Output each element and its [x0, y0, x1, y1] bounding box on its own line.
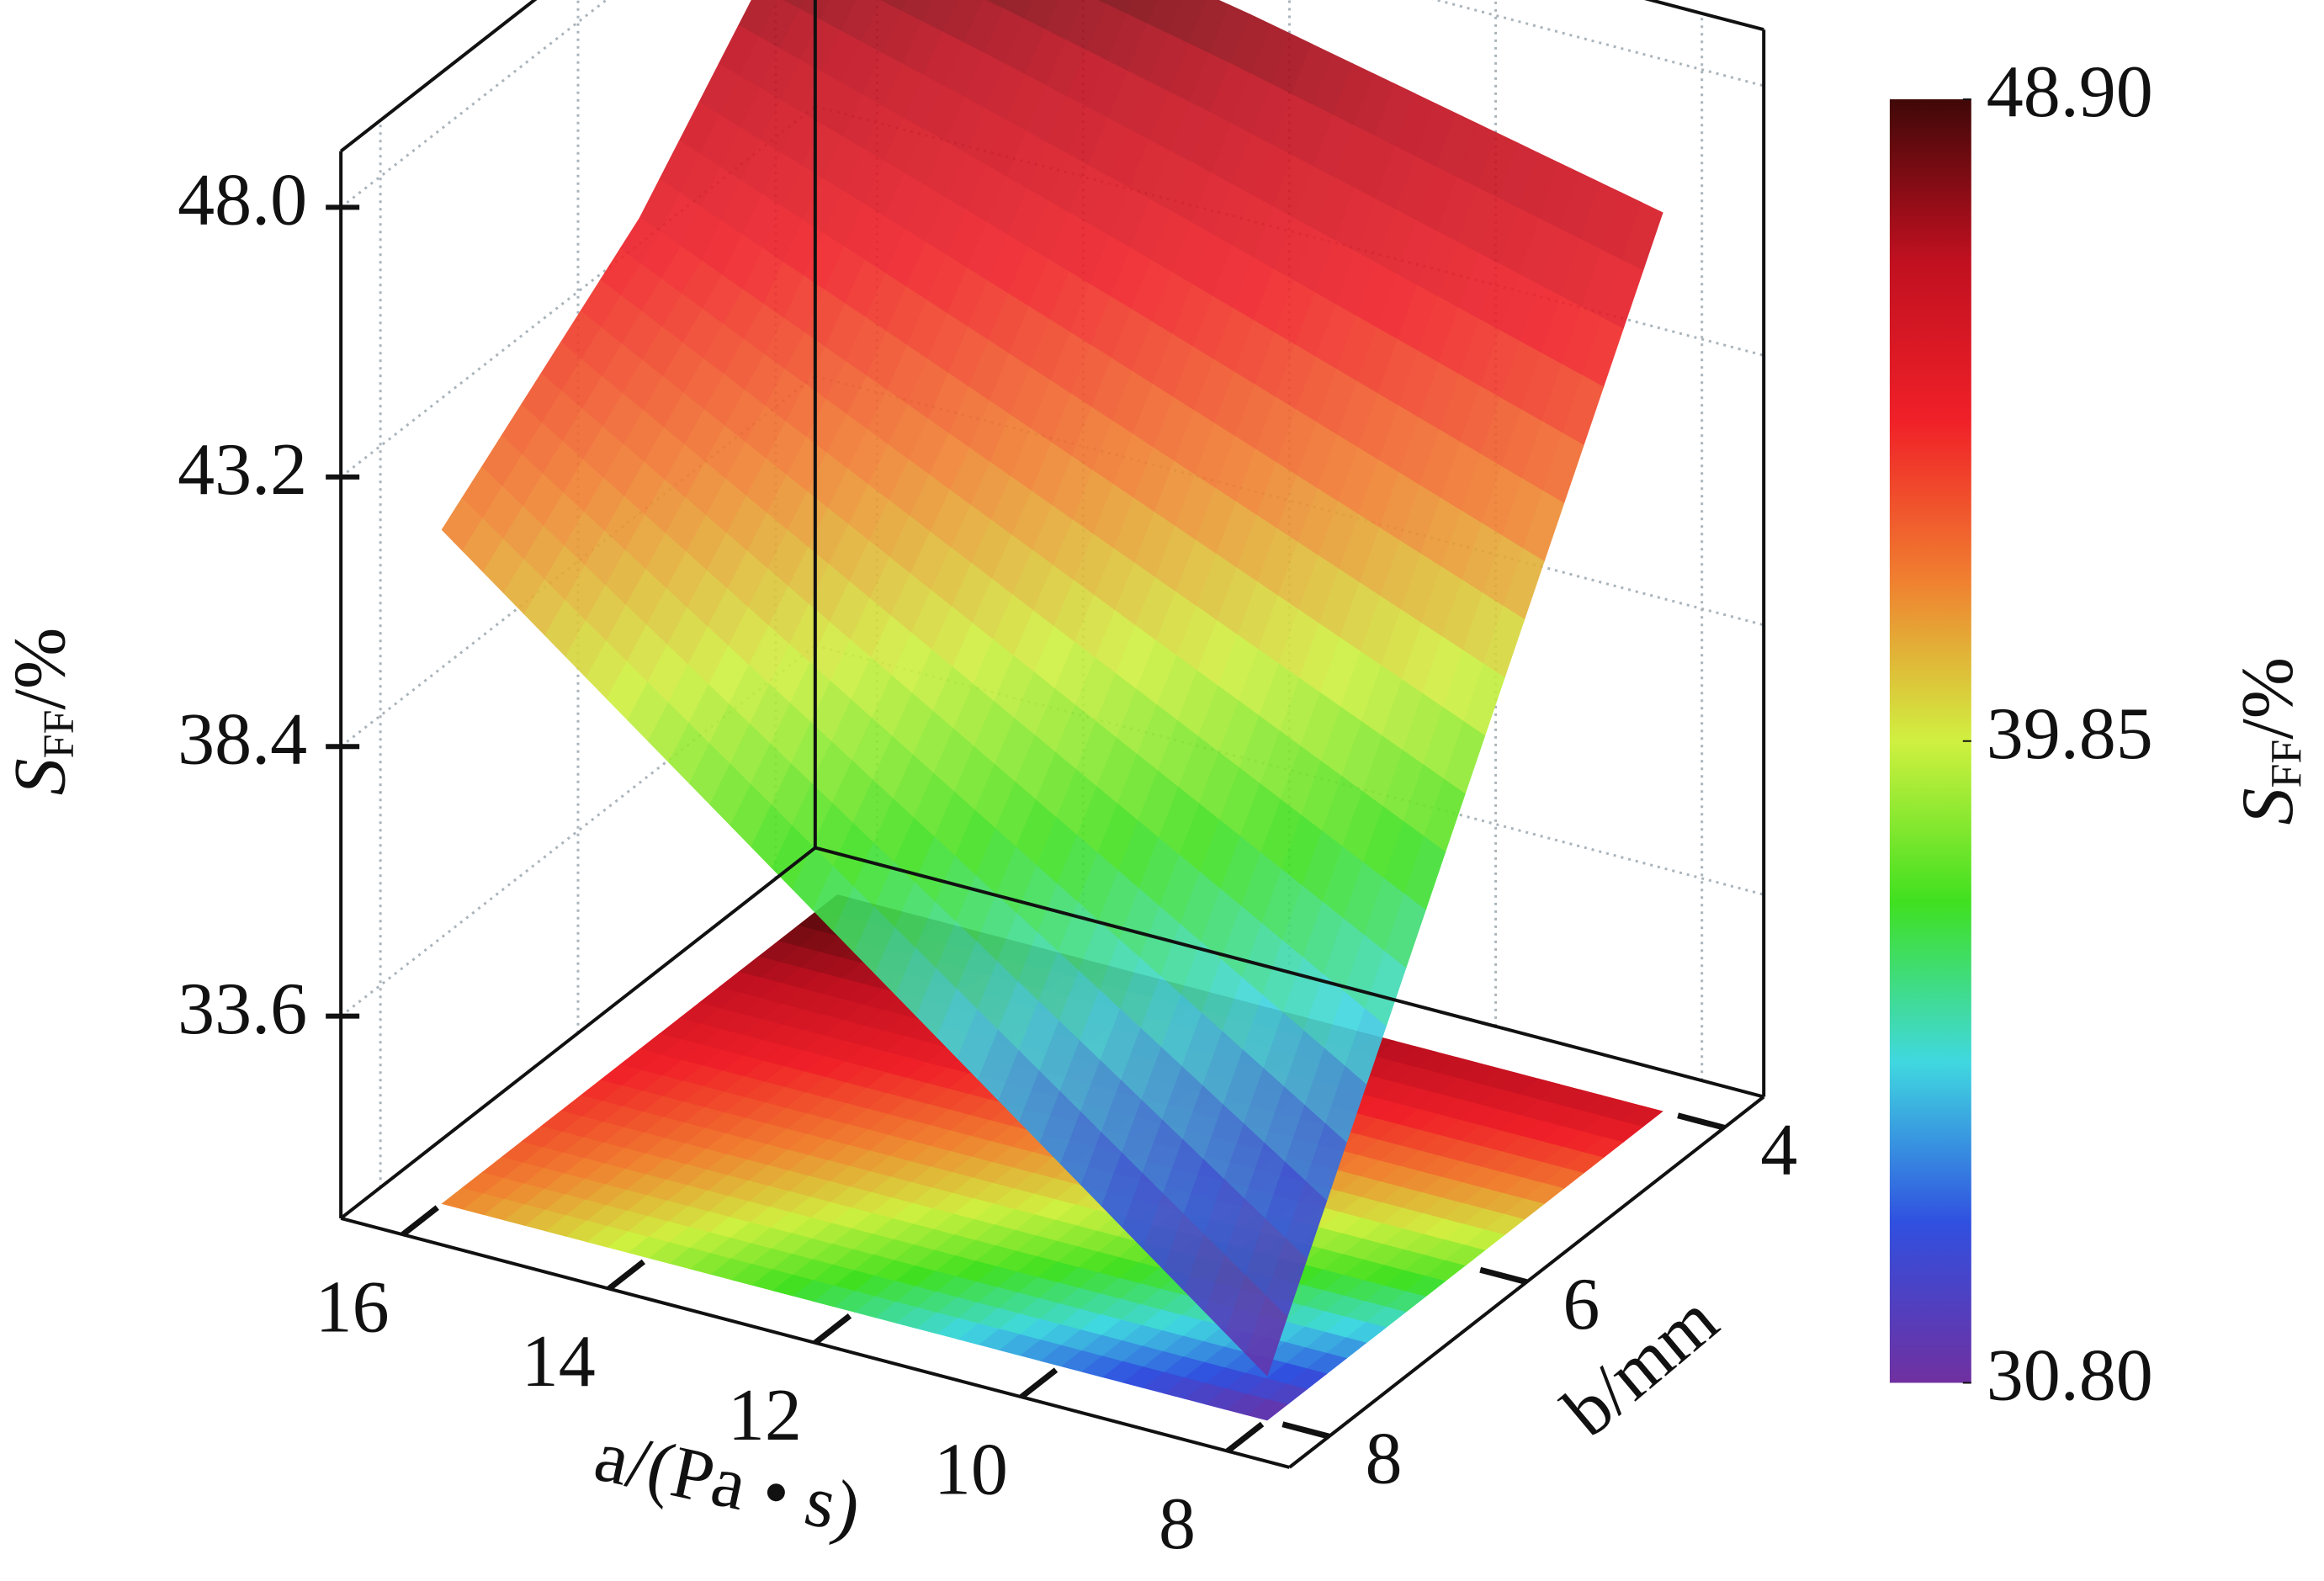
colorbar: [1889, 99, 1971, 1383]
colorbar-tick-label: 30.80: [1987, 1335, 2153, 1417]
z-label-subscript: FF: [34, 709, 82, 758]
colorbar-tick-label: 39.85: [1987, 693, 2153, 775]
surface-cell: [1245, 1295, 1288, 1377]
x-tick-label: 12: [728, 1375, 802, 1456]
z-tick-label: 48.0: [178, 160, 307, 241]
x-tick: [607, 1259, 646, 1292]
x-tick-label: 16: [316, 1266, 390, 1348]
colorbar-label-unit: /%: [2227, 657, 2309, 740]
y-tick: [1479, 1266, 1528, 1286]
y-tick: [1281, 1421, 1330, 1440]
colorbar-label-subscript: FF: [2263, 740, 2311, 788]
floor-cell: [441, 1187, 484, 1210]
colorbar-label: SFF/%: [2227, 657, 2311, 825]
box-edge: [814, 846, 1764, 1099]
z-tick-label: 38.4: [178, 698, 307, 780]
x-tick-label: 10: [934, 1429, 1008, 1510]
colorbar-tick-label: 48.90: [1987, 51, 2153, 133]
surface: [441, 0, 1663, 1377]
y-tick-label: 6: [1563, 1264, 1600, 1345]
axes: 33.6 38.4 43.2 48.0 8 10 12 14 16 4 6 8: [178, 0, 1797, 1565]
colorbar-label-symbol: S: [2227, 788, 2309, 825]
y-tick-label: 8: [1365, 1418, 1402, 1499]
x-tick-label: 14: [522, 1321, 596, 1403]
y-tick: [1677, 1112, 1726, 1131]
box-edge: [339, 0, 538, 153]
z-label-symbol: S: [0, 758, 82, 795]
x-tick-label: 8: [1159, 1483, 1196, 1565]
y-tick-label: 4: [1760, 1109, 1797, 1191]
x-tick: [1019, 1367, 1059, 1400]
box-edge: [339, 846, 817, 1220]
z-axis-label: SFF/%: [0, 628, 82, 796]
z-label-unit: /%: [0, 628, 82, 710]
z-tick-label: 43.2: [178, 429, 307, 511]
x-tick: [813, 1313, 852, 1345]
x-tick: [1225, 1421, 1265, 1454]
z-tick-label: 33.6: [178, 968, 307, 1050]
grid-line: [340, 0, 609, 209]
x-tick: [401, 1205, 439, 1238]
